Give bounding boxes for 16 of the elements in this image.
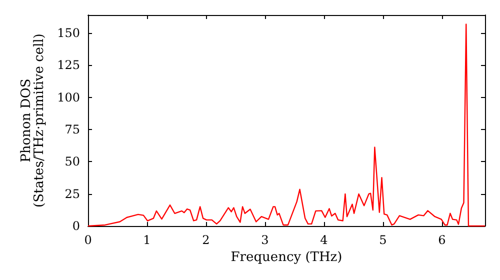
- x-tick-label: 1: [143, 233, 151, 247]
- x-tick-label: 0: [84, 233, 92, 247]
- y-tick-label: 75: [64, 122, 80, 137]
- x-tick-label: 4: [320, 233, 328, 247]
- x-tick-label: 2: [202, 233, 210, 247]
- y-axis-title: Phonon DOS (States/THz·primitive cell): [19, 33, 47, 208]
- x-tick-label: 6: [438, 233, 446, 247]
- y-tick-label: 125: [57, 58, 80, 72]
- x-tick-label: 5: [379, 233, 387, 247]
- y-tick-label: 25: [64, 186, 80, 201]
- y-tick-label: 50: [64, 154, 80, 169]
- y-tick-label: 100: [57, 90, 80, 104]
- x-axis-title: Frequency (THz): [230, 250, 342, 265]
- y-tick-label: 0: [72, 219, 80, 233]
- y-tick-label: 150: [57, 26, 80, 40]
- x-tick-label: 3: [261, 233, 269, 247]
